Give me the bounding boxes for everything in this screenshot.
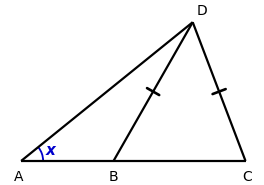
Text: D: D — [197, 4, 208, 18]
Text: A: A — [14, 170, 24, 184]
Text: C: C — [243, 170, 252, 184]
Text: x: x — [45, 143, 55, 158]
Text: B: B — [109, 170, 118, 184]
